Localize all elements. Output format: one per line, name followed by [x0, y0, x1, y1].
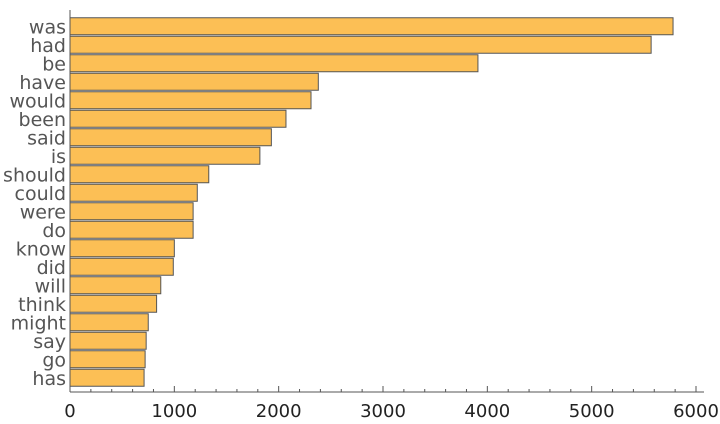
x-tick-label: 5000	[569, 401, 615, 422]
category-label-were: were	[20, 201, 66, 223]
category-label-do: do	[42, 220, 66, 242]
category-label-know: know	[16, 238, 66, 260]
x-tick-label: 0	[64, 401, 75, 422]
category-labels: washadbehavewouldbeensaidisshouldcouldwe…	[3, 16, 66, 390]
bar-should	[69, 165, 210, 184]
category-label-did: did	[37, 257, 66, 279]
bar-know	[69, 239, 175, 258]
x-tick-labels: 0 1000 2000 3000 4000 5000 6000	[64, 401, 719, 422]
category-label-should: should	[3, 164, 66, 186]
x-tick-label: 2000	[256, 401, 302, 422]
category-label-said: said	[27, 127, 66, 149]
x-tick-label: 6000	[673, 401, 719, 422]
bar-think	[69, 294, 158, 313]
category-label-is: is	[51, 146, 66, 168]
category-label-go: go	[42, 349, 66, 371]
category-label-say: say	[33, 331, 66, 353]
bar-have	[69, 72, 319, 91]
x-tick-label: 4000	[464, 401, 510, 422]
bar-is	[69, 146, 261, 165]
category-label-had: had	[30, 35, 66, 57]
bar-were	[69, 202, 194, 221]
category-label-would: would	[9, 90, 66, 112]
bar-said	[69, 128, 272, 147]
bar-say	[69, 331, 147, 350]
bar-might	[69, 313, 149, 332]
bar-was	[69, 17, 674, 36]
category-label-think: think	[18, 294, 66, 316]
x-tick-label: 1000	[151, 401, 197, 422]
category-label-have: have	[19, 72, 66, 94]
category-label-be: be	[42, 53, 66, 75]
bar-would	[69, 91, 312, 110]
bar-could	[69, 183, 198, 202]
bars-group	[69, 17, 674, 387]
bar-did	[69, 257, 174, 276]
x-tick-label: 3000	[360, 401, 406, 422]
category-label-could: could	[15, 183, 66, 205]
bar-will	[69, 276, 162, 295]
category-label-has: has	[32, 368, 66, 390]
x-axis-ticks	[69, 386, 697, 392]
category-label-been: been	[19, 109, 66, 131]
bar-been	[69, 109, 287, 128]
category-label-was: was	[29, 16, 66, 38]
bar-do	[69, 220, 194, 239]
bar-be	[69, 54, 479, 73]
bar-has	[69, 368, 145, 387]
bar-go	[69, 350, 146, 369]
category-label-will: will	[35, 275, 66, 297]
bar-had	[69, 35, 652, 54]
category-label-might: might	[11, 312, 66, 334]
